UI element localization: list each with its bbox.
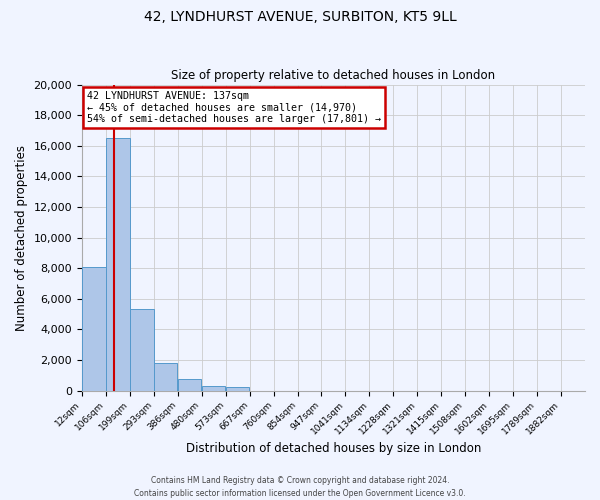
Bar (106, 138, 130, 390)
Bar (178, 379, 202, 390)
Text: 42, LYNDHURST AVENUE, SURBITON, KT5 9LL: 42, LYNDHURST AVENUE, SURBITON, KT5 9LL (143, 10, 457, 24)
Bar (154, 363, 178, 390)
Bar (82, 266, 106, 390)
Text: 42 LYNDHURST AVENUE: 137sqm
← 45% of detached houses are smaller (14,970)
54% of: 42 LYNDHURST AVENUE: 137sqm ← 45% of det… (87, 90, 381, 124)
Title: Size of property relative to detached houses in London: Size of property relative to detached ho… (172, 69, 496, 82)
X-axis label: Distribution of detached houses by size in London: Distribution of detached houses by size … (186, 442, 481, 455)
Text: Contains HM Land Registry data © Crown copyright and database right 2024.
Contai: Contains HM Land Registry data © Crown c… (134, 476, 466, 498)
Y-axis label: Number of detached properties: Number of detached properties (15, 144, 28, 330)
Bar (130, 310, 154, 390)
Bar (202, 386, 226, 390)
Bar (226, 387, 250, 390)
